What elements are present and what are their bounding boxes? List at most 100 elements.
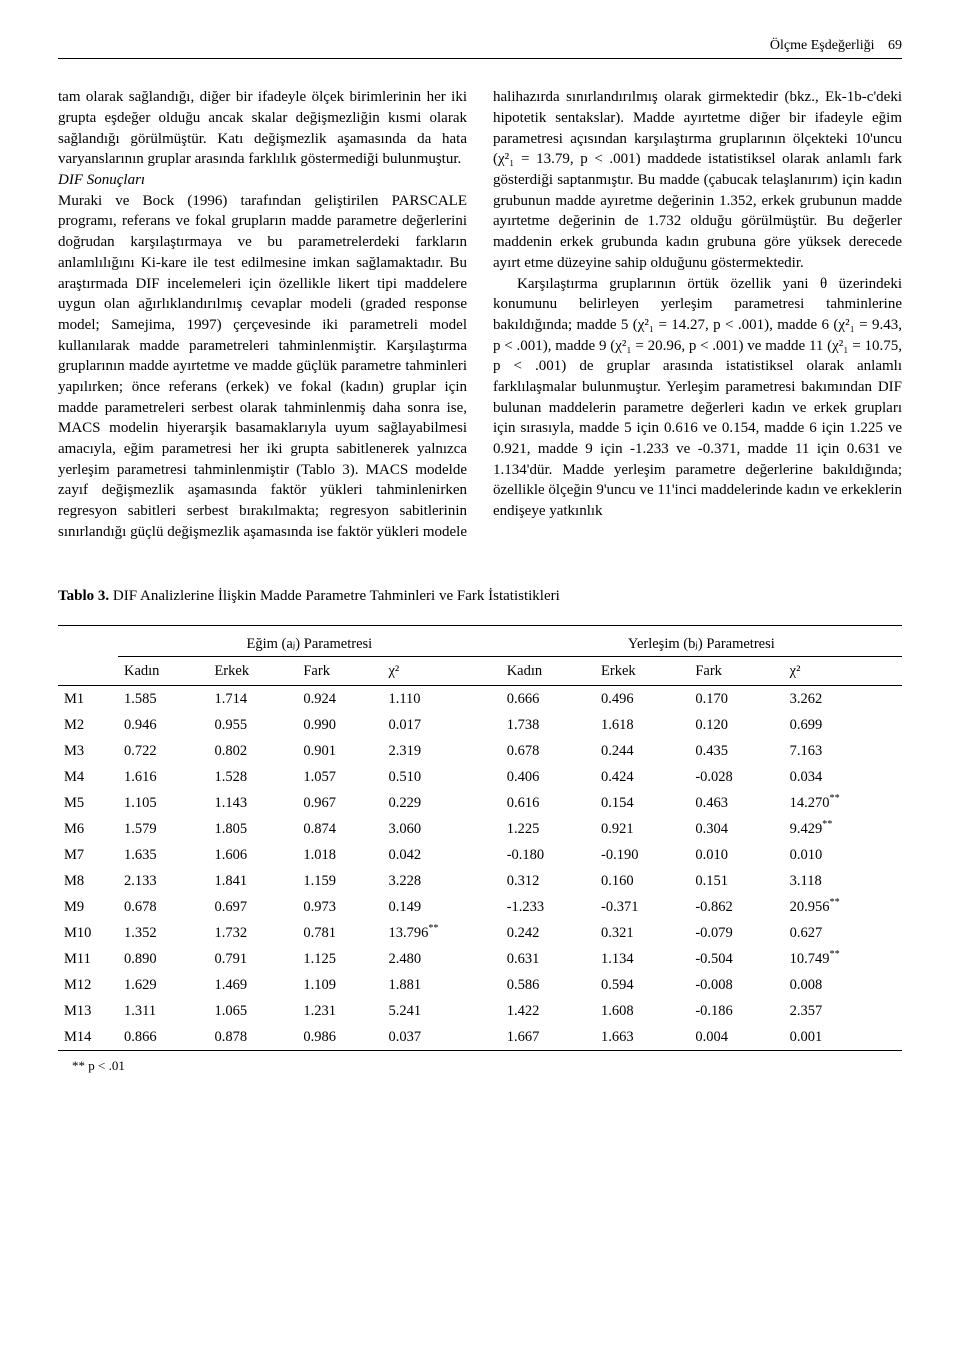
cell-value: 1.143 [208, 790, 297, 816]
table-col-header: Erkek [208, 657, 297, 686]
table-label: Tablo 3. [58, 588, 109, 604]
cell-value: 1.667 [501, 1024, 595, 1051]
cell-value: 0.001 [784, 1024, 902, 1051]
cell-value: 0.160 [595, 868, 689, 894]
dif-table: Eğim (aⱼ) Parametresi Yerleşim (bⱼ) Para… [58, 625, 902, 1051]
cell-value: 9.429** [784, 816, 902, 842]
cell-value: 0.666 [501, 686, 595, 713]
cell-value: 1.714 [208, 686, 297, 713]
cell-value: 1.579 [118, 816, 208, 842]
table-sub-header: KadınErkekFarkχ²KadınErkekFarkχ² [58, 657, 902, 686]
table-col-header: Fark [689, 657, 783, 686]
row-label: M4 [58, 764, 118, 790]
table-row: M61.5791.8050.8743.0601.2250.9210.3049.4… [58, 816, 902, 842]
cell-value: 2.357 [784, 998, 902, 1024]
cell-value: 0.946 [118, 712, 208, 738]
cell-value: 0.699 [784, 712, 902, 738]
cell-value: 0.586 [501, 972, 595, 998]
cell-value: 1.311 [118, 998, 208, 1024]
cell-value: 0.406 [501, 764, 595, 790]
cell-value: 0.120 [689, 712, 783, 738]
cell-value: 0.435 [689, 738, 783, 764]
subheading-dif: DIF Sonuçları [58, 170, 467, 191]
table-row: M20.9460.9550.9900.0171.7381.6180.1200.6… [58, 712, 902, 738]
table-col-header: Kadın [501, 657, 595, 686]
cell-value: 0.874 [297, 816, 382, 842]
group-header-egim: Eğim (aⱼ) Parametresi [118, 626, 501, 657]
cell-value: 0.990 [297, 712, 382, 738]
table-col-header: χ² [382, 657, 500, 686]
cell-value: 0.967 [297, 790, 382, 816]
cell-value: -0.180 [501, 842, 595, 868]
cell-value: 0.170 [689, 686, 783, 713]
cell-value: 0.878 [208, 1024, 297, 1051]
cell-value: -0.008 [689, 972, 783, 998]
cell-value: 2.480 [382, 946, 500, 972]
row-label: M6 [58, 816, 118, 842]
cell-value: 0.017 [382, 712, 500, 738]
cell-value: 1.663 [595, 1024, 689, 1051]
cell-value: -0.079 [689, 920, 783, 946]
cell-value: 0.678 [118, 894, 208, 920]
cell-value: 1.159 [297, 868, 382, 894]
cell-value: 0.034 [784, 764, 902, 790]
table-row: M71.6351.6061.0180.042-0.180-0.1900.0100… [58, 842, 902, 868]
cell-value: 14.270** [784, 790, 902, 816]
table-caption: Tablo 3. DIF Analizlerine İlişkin Madde … [58, 586, 902, 607]
cell-value: 0.463 [689, 790, 783, 816]
cell-value: 1.109 [297, 972, 382, 998]
cell-value: 0.901 [297, 738, 382, 764]
table-row: M11.5851.7140.9241.1100.6660.4960.1703.2… [58, 686, 902, 713]
row-label: M5 [58, 790, 118, 816]
cell-value: 0.627 [784, 920, 902, 946]
cell-value: 1.618 [595, 712, 689, 738]
cell-value: 0.510 [382, 764, 500, 790]
cell-value: 0.010 [689, 842, 783, 868]
cell-value: 0.921 [595, 816, 689, 842]
cell-value: -0.028 [689, 764, 783, 790]
cell-value: 1.585 [118, 686, 208, 713]
cell-value: 3.228 [382, 868, 500, 894]
page-number: 69 [878, 38, 902, 53]
cell-value: 13.796** [382, 920, 500, 946]
cell-value: -0.371 [595, 894, 689, 920]
cell-value: 0.986 [297, 1024, 382, 1051]
cell-value: 3.118 [784, 868, 902, 894]
table-row: M41.6161.5281.0570.5100.4060.424-0.0280.… [58, 764, 902, 790]
table-row: M51.1051.1430.9670.2290.6160.1540.46314.… [58, 790, 902, 816]
cell-value: -0.862 [689, 894, 783, 920]
paragraph: Karşılaştırma gruplarının örtük özellik … [493, 274, 902, 522]
cell-value: 1.881 [382, 972, 500, 998]
table-row: M90.6780.6970.9730.149-1.233-0.371-0.862… [58, 894, 902, 920]
cell-value: -0.504 [689, 946, 783, 972]
row-label: M14 [58, 1024, 118, 1051]
cell-value: 1.422 [501, 998, 595, 1024]
row-label: M7 [58, 842, 118, 868]
row-label: M3 [58, 738, 118, 764]
cell-value: 5.241 [382, 998, 500, 1024]
cell-value: 1.231 [297, 998, 382, 1024]
cell-value: 1.616 [118, 764, 208, 790]
table-col-header: Fark [297, 657, 382, 686]
cell-value: 20.956** [784, 894, 902, 920]
table-row: M82.1331.8411.1593.2280.3120.1600.1513.1… [58, 868, 902, 894]
table-col-header: χ² [784, 657, 902, 686]
cell-value: 0.791 [208, 946, 297, 972]
body-text: tam olarak sağlandığı, diğer bir ifadeyl… [58, 87, 902, 542]
table-row: M101.3521.7320.78113.796**0.2420.321-0.0… [58, 920, 902, 946]
cell-value: 0.042 [382, 842, 500, 868]
cell-value: 0.973 [297, 894, 382, 920]
table-caption-text: DIF Analizlerine İlişkin Madde Parametre… [109, 588, 560, 604]
cell-value: 1.732 [208, 920, 297, 946]
row-label: M1 [58, 686, 118, 713]
cell-value: 0.004 [689, 1024, 783, 1051]
cell-value: -1.233 [501, 894, 595, 920]
row-label: M8 [58, 868, 118, 894]
cell-value: 0.616 [501, 790, 595, 816]
cell-value: 0.154 [595, 790, 689, 816]
table-row: M110.8900.7911.1252.4800.6311.134-0.5041… [58, 946, 902, 972]
cell-value: 0.781 [297, 920, 382, 946]
paragraph: tam olarak sağlandığı, diğer bir ifadeyl… [58, 87, 467, 170]
cell-value: 0.678 [501, 738, 595, 764]
cell-value: 0.496 [595, 686, 689, 713]
